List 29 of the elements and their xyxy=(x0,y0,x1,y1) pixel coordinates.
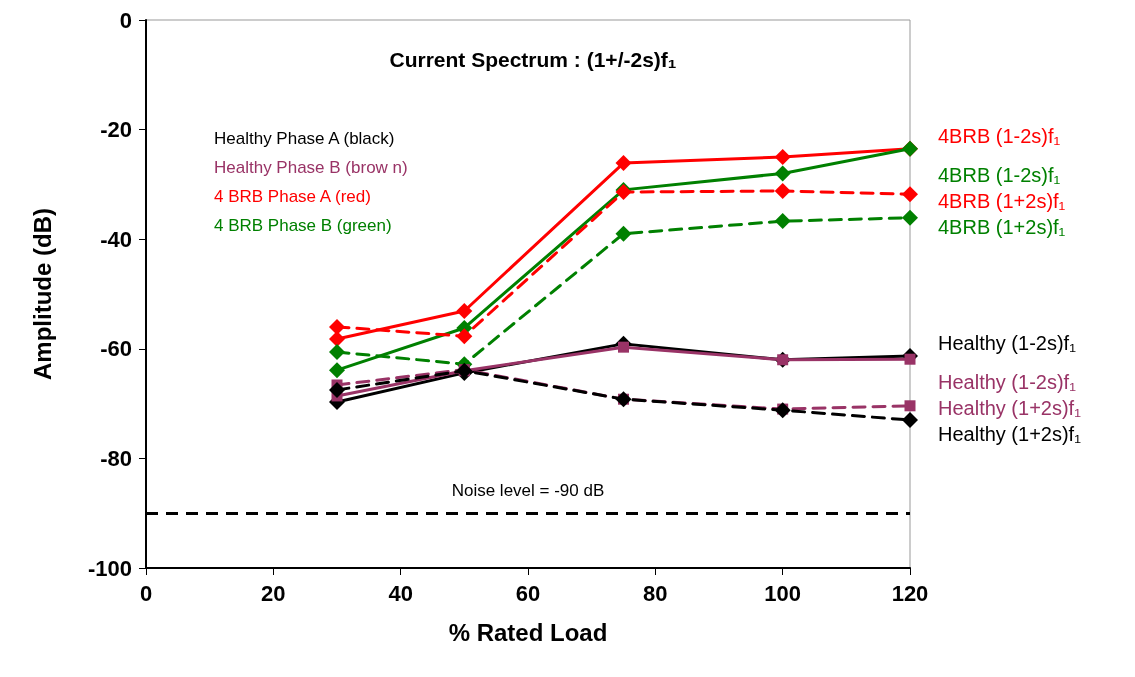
ref-line-label: Noise level = -90 dB xyxy=(451,481,605,501)
x-tick-label: 100 xyxy=(764,580,802,606)
text: Current Spectrum : (1+/-2s)f₁ xyxy=(389,48,677,71)
series-label: Healthy (1+2s)f₁ xyxy=(938,396,1082,419)
series-label: 4BRB (1+2s)f₁ xyxy=(938,189,1066,212)
series-label: Healthy (1-2s)f₁ xyxy=(938,370,1077,393)
x-axis-title: % Rated Load xyxy=(448,618,608,646)
annotation: Healthy Phase A (black) xyxy=(214,128,395,148)
x-tick-label: 60 xyxy=(515,580,541,606)
annotation: 4 BRB Phase A (red) xyxy=(214,186,371,206)
annotation: Healthy Phase B (brow n) xyxy=(214,157,408,177)
y-axis-title: Amplitude (dB) xyxy=(28,208,56,380)
series-label: 4BRB (1+2s)f₁ xyxy=(938,215,1066,238)
y-tick-label: -80 xyxy=(100,445,132,471)
y-tick-label: -40 xyxy=(100,226,132,252)
y-tick-label: -20 xyxy=(100,117,132,143)
x-tick-label: 20 xyxy=(261,580,286,606)
y-tick-label: 0 xyxy=(119,7,132,33)
x-tick-label: 0 xyxy=(139,580,153,606)
x-tick-label: 120 xyxy=(891,580,929,606)
series-label: 4BRB (1-2s)f₁ xyxy=(938,124,1061,147)
series-label: Healthy (1-2s)f₁ xyxy=(938,331,1077,354)
y-tick-label: -60 xyxy=(100,336,132,362)
y-tick-label: -100 xyxy=(87,555,132,581)
series-label: 4BRB (1-2s)f₁ xyxy=(938,163,1061,186)
x-tick-label: 40 xyxy=(388,580,413,606)
x-tick-label: 80 xyxy=(643,580,668,606)
annotation: 4 BRB Phase B (green) xyxy=(214,215,392,235)
series-label: Healthy (1+2s)f₁ xyxy=(938,422,1082,445)
